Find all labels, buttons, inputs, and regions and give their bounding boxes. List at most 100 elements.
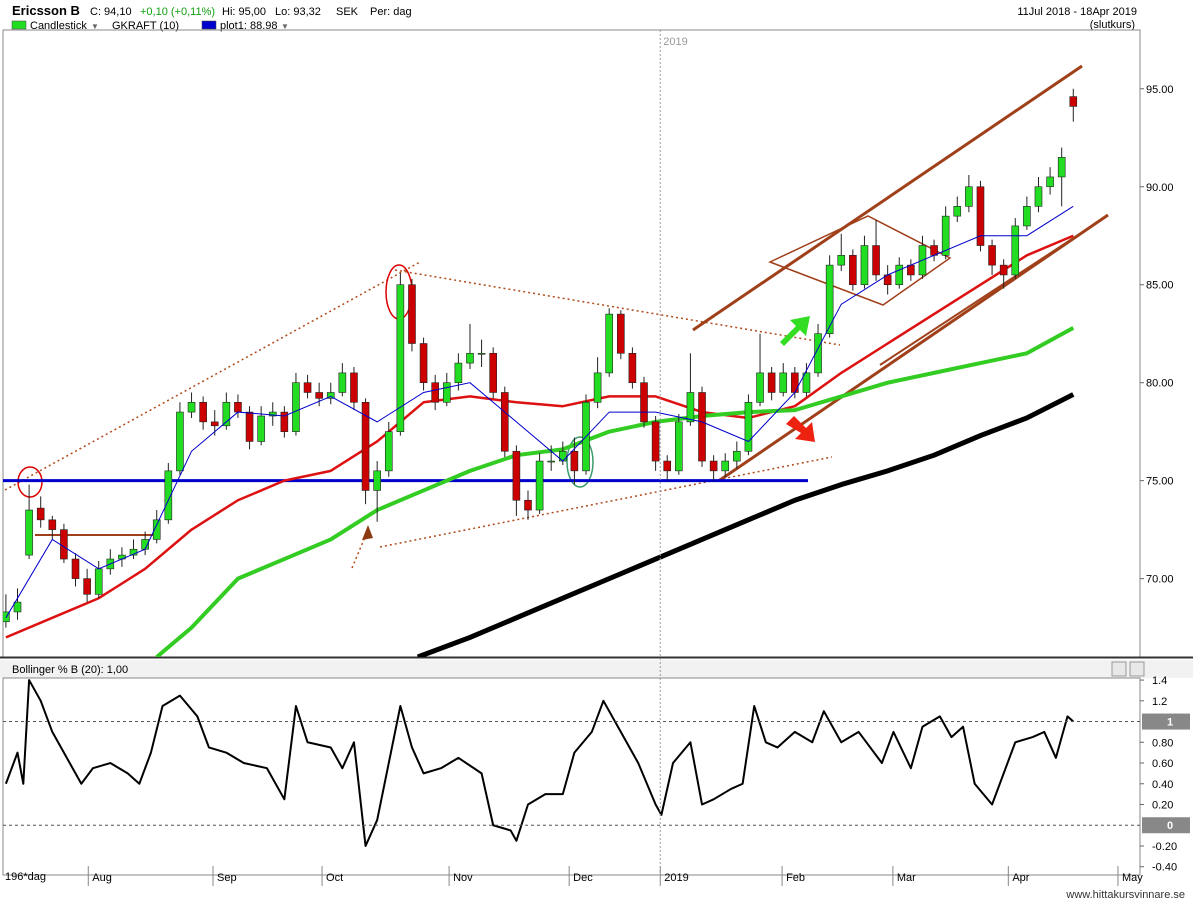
candle: [152, 510, 161, 544]
candle: [651, 415, 660, 471]
legend-label: plot1: 88.98: [220, 20, 278, 32]
candle: [1057, 147, 1066, 207]
candle-body: [999, 264, 1008, 276]
candle: [628, 347, 637, 389]
y-tick-label: 1.4: [1152, 675, 1167, 687]
candle: [535, 453, 544, 514]
candle: [802, 363, 811, 397]
date-range: 11Jul 2018 - 18Apr 2019: [1017, 6, 1137, 18]
candle: [756, 333, 764, 407]
candle-body: [477, 352, 486, 355]
candle: [999, 259, 1008, 289]
candle: [733, 441, 741, 469]
y-tick-label: 0: [1167, 820, 1173, 832]
legend-label: Candlestick: [30, 20, 87, 32]
candle: [48, 515, 57, 540]
main-plot: [3, 88, 1078, 657]
candle: [872, 220, 880, 281]
price-type: (slutkurs): [1090, 19, 1135, 31]
candle: [454, 353, 463, 391]
candle: [791, 367, 799, 399]
line: [155, 326, 1075, 657]
header-bg: [0, 0, 1193, 30]
candle: [547, 445, 555, 471]
candle-body: [83, 578, 91, 595]
arrow-head: [362, 525, 373, 540]
legend-swatch: [11, 20, 27, 30]
candle-body: [605, 313, 614, 374]
channel-line: [692, 64, 1083, 332]
candle-body: [675, 421, 683, 472]
lower-title: Bollinger % B (20): 1,00: [12, 664, 128, 676]
lower-frame: [2, 677, 1141, 876]
candle: [883, 265, 892, 295]
candle: [71, 553, 80, 587]
candle: [860, 235, 869, 289]
x-tick-label: Sep: [217, 872, 237, 884]
candle: [849, 249, 857, 291]
candle-body: [640, 382, 648, 423]
y-tick-label: 85.00: [1146, 280, 1174, 292]
candle: [663, 455, 672, 481]
x-tick-label: Dec: [573, 872, 593, 884]
candle-body: [779, 372, 788, 393]
y-tick-badge: [1142, 713, 1190, 730]
candle: [617, 310, 625, 360]
candle-body: [187, 401, 196, 413]
candle-body: [617, 313, 625, 354]
candle: [1069, 88, 1078, 122]
candle: [408, 278, 416, 352]
candle: [431, 374, 439, 411]
indicator-label: GKRAFT (10): [112, 20, 179, 32]
candle: [477, 339, 486, 368]
channel-line: [719, 213, 1109, 482]
candle-body: [733, 450, 741, 462]
candle: [500, 386, 509, 458]
candle-body: [199, 401, 207, 423]
annotations: [4, 64, 1109, 569]
legend-dropdown[interactable]: ▼: [281, 22, 289, 31]
y-tick-label: 0.20: [1152, 799, 1173, 811]
y-tick-label: 0.40: [1152, 779, 1173, 791]
candle: [303, 374, 312, 399]
candle-body: [953, 206, 962, 217]
candle: [744, 394, 753, 456]
candle-body: [152, 519, 161, 540]
candle-body: [361, 401, 370, 491]
candle-body: [71, 558, 80, 579]
candle-body: [176, 411, 184, 472]
zoom-button[interactable]: [1111, 661, 1127, 677]
legend-dropdown[interactable]: ▼: [91, 22, 99, 31]
candle-body: [466, 352, 474, 364]
candle-body: [419, 343, 428, 383]
candle-body: [767, 372, 776, 393]
low: Lo: 93,32: [275, 6, 321, 18]
x-tick-label: Apr: [1012, 872, 1029, 884]
candle: [257, 406, 265, 446]
candle-body: [408, 284, 416, 344]
candle-body: [756, 372, 764, 403]
change: +0,10 (+0,11%): [140, 6, 215, 18]
candle: [36, 496, 45, 528]
candle-body: [988, 245, 996, 266]
line: [5, 234, 1074, 639]
trend-line: [379, 456, 833, 548]
candle: [953, 196, 962, 223]
y-tick-label: 75.00: [1146, 476, 1174, 488]
candle-body: [825, 264, 834, 335]
close-button[interactable]: [1129, 661, 1145, 677]
y-tick-badge: [1142, 817, 1190, 834]
candle: [187, 392, 196, 418]
line: [416, 392, 1075, 657]
candle-body: [721, 460, 730, 472]
candle: [94, 560, 103, 599]
y-tick-label: -0.20: [1152, 841, 1177, 853]
x-tick-label: Nov: [453, 872, 473, 884]
candle: [118, 547, 126, 567]
candle-body: [976, 186, 985, 246]
candle-body: [593, 372, 602, 403]
candle-body: [698, 392, 706, 462]
candle: [825, 255, 834, 338]
candle: [442, 372, 451, 407]
